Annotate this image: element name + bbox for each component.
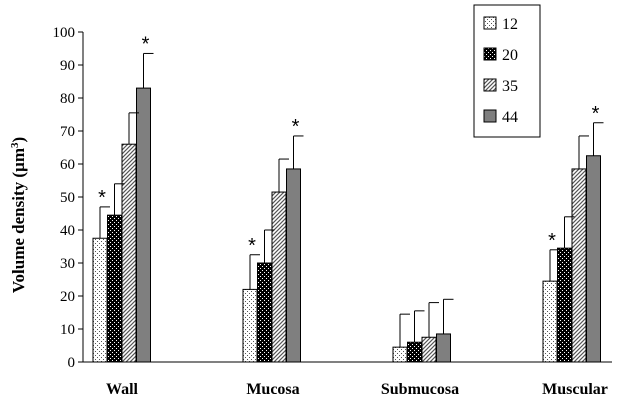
y-axis-title-superscript: 3 xyxy=(9,142,21,148)
y-tick-label: 30 xyxy=(60,256,75,272)
y-tick-label: 50 xyxy=(60,190,75,206)
bar-mucosa-44 xyxy=(286,168,301,363)
error-bars xyxy=(99,52,604,348)
bar-wall-44 xyxy=(136,87,151,363)
bar-muscular-12 xyxy=(542,280,558,363)
legend-swatch-20 xyxy=(483,47,497,61)
legend-swatch-44 xyxy=(483,109,497,123)
bar-submucosa-44 xyxy=(436,333,451,363)
significance-marker: * xyxy=(592,103,600,125)
significance-marker: * xyxy=(292,116,300,138)
bar-submucosa-20 xyxy=(407,341,422,363)
bar-submucosa-12 xyxy=(392,346,408,363)
bar-wall-12 xyxy=(92,237,108,363)
significance-marker: * xyxy=(548,230,556,252)
legend-label-20: 20 xyxy=(502,47,518,64)
y-tick-label: 40 xyxy=(60,223,75,239)
legend-label-44: 44 xyxy=(502,109,518,126)
y-tick-label: 60 xyxy=(60,157,75,173)
category-label-wall: Wall xyxy=(106,381,139,398)
category-label-submucosa: Submucosa xyxy=(381,381,459,398)
significance-markers: * * * * * * xyxy=(98,33,600,256)
y-tick-label: 0 xyxy=(68,355,76,371)
y-ticks: 0 10 20 30 40 50 60 70 80 90 100 xyxy=(53,25,83,371)
significance-marker: * xyxy=(98,187,106,209)
legend-swatch-35 xyxy=(483,78,497,92)
bar-wall-20 xyxy=(107,214,122,363)
category-label-muscular: Muscular xyxy=(542,381,608,398)
y-axis-title-group: Volume density (µm3) xyxy=(9,137,28,293)
y-tick-label: 20 xyxy=(60,289,75,305)
legend-swatch-12 xyxy=(483,16,497,30)
legend: 12 20 35 44 xyxy=(473,4,541,138)
y-tick-label: 70 xyxy=(60,124,75,140)
category-labels: Wall Mucosa Submucosa Muscular xyxy=(106,381,608,398)
bar-mucosa-35 xyxy=(271,191,287,363)
bar-muscular-44 xyxy=(586,155,601,363)
significance-marker: * xyxy=(248,235,256,257)
legend-label-35: 35 xyxy=(502,78,518,95)
bar-submucosa-35 xyxy=(421,336,437,363)
legend-label-12: 12 xyxy=(502,16,518,33)
bar-muscular-35 xyxy=(571,168,587,363)
bar-muscular-20 xyxy=(557,247,572,363)
y-tick-label: 90 xyxy=(60,58,75,74)
y-tick-label: 80 xyxy=(60,91,75,107)
bar-mucosa-12 xyxy=(242,288,258,363)
bar-wall-35 xyxy=(121,143,137,363)
category-label-mucosa: Mucosa xyxy=(246,381,299,398)
y-axis-title: Volume density (µm3) xyxy=(9,137,28,293)
y-tick-label: 100 xyxy=(53,25,76,41)
significance-marker: * xyxy=(142,33,150,55)
bars xyxy=(92,87,601,363)
y-tick-label: 10 xyxy=(60,322,75,338)
bar-mucosa-20 xyxy=(257,262,272,363)
